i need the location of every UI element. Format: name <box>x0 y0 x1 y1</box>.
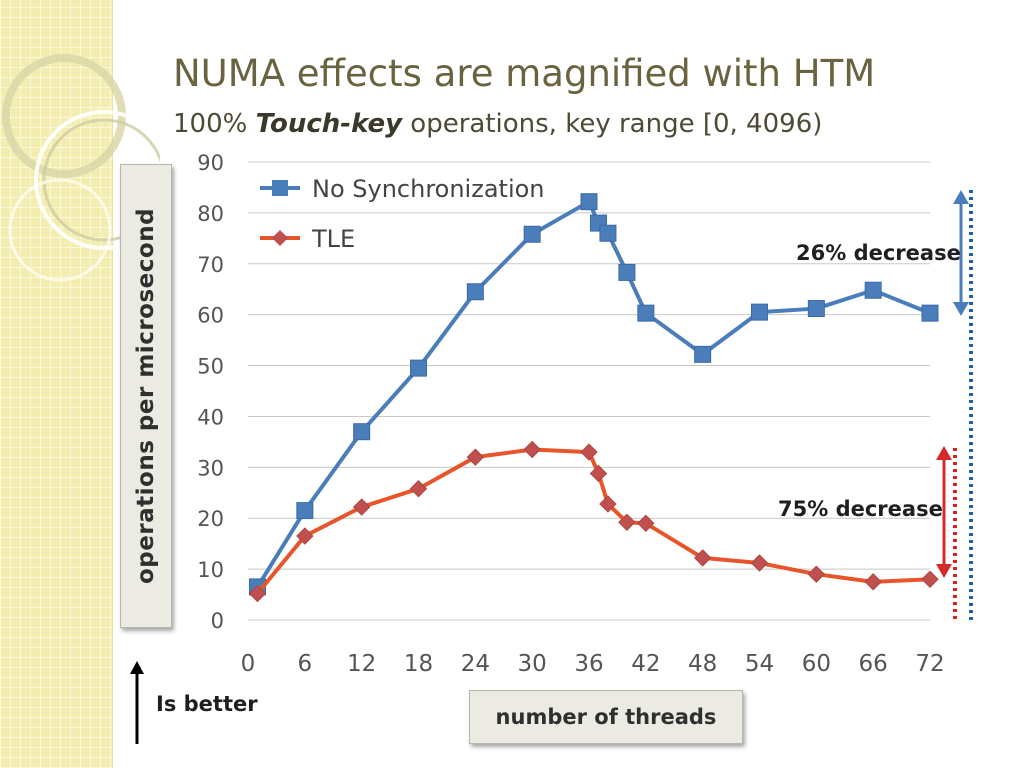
legend-label-2: TLE <box>311 225 355 253</box>
x-tick-label: 54 <box>745 651 774 677</box>
x-tick-label: 66 <box>859 651 888 677</box>
x-tick-label: 72 <box>915 651 944 677</box>
data-point-diamond <box>599 495 617 513</box>
data-point-square <box>807 300 825 318</box>
data-point-square <box>466 283 484 301</box>
data-point-diamond <box>864 573 882 591</box>
data-point-diamond <box>637 514 655 533</box>
y-tick-label: 70 <box>197 253 224 277</box>
y-axis-label-box: operations per microsecond <box>120 164 172 628</box>
data-point-square <box>410 359 427 377</box>
legend-marker-square <box>272 180 288 196</box>
data-point-diamond <box>523 440 541 459</box>
data-point-square <box>599 224 617 242</box>
arrow-75-decrease-head-bottom <box>936 564 952 578</box>
up-arrow-icon <box>130 661 144 744</box>
subtitle-bold-term: Touch-key <box>255 109 403 139</box>
x-axis-label-box: number of threads <box>469 690 743 744</box>
y-axis-label: operations per microsecond <box>133 207 159 585</box>
data-point-square <box>523 225 541 243</box>
y-tick-label: 60 <box>197 304 224 328</box>
x-tick-label: 0 <box>241 651 256 677</box>
x-tick-label: 18 <box>404 651 433 677</box>
annotation-75-decrease: 75% decrease <box>778 497 943 521</box>
arrow-75-decrease-head-top <box>936 446 952 460</box>
subtitle-prefix: 100% <box>173 109 256 139</box>
y-tick-label: 0 <box>211 609 224 633</box>
x-tick-label: 42 <box>631 651 660 677</box>
decorative-rings <box>2 54 160 282</box>
data-point-diamond <box>580 443 598 461</box>
data-point-diamond <box>693 549 712 567</box>
data-point-diamond <box>409 479 428 498</box>
legend-label-1: No Synchronization <box>312 175 545 203</box>
x-tick-label: 24 <box>461 651 490 677</box>
x-axis-label: number of threads <box>495 705 717 729</box>
slide-subtitle: 100% Touch-key operations, key range [0,… <box>173 109 822 139</box>
data-point-square <box>921 304 939 322</box>
data-point-diamond <box>352 498 371 516</box>
y-tick-label: 40 <box>197 405 224 429</box>
y-tick-label: 50 <box>197 355 224 379</box>
x-tick-label: 6 <box>298 651 313 677</box>
data-point-square <box>580 193 598 211</box>
data-point-diamond <box>807 565 826 583</box>
y-tick-label: 30 <box>197 456 224 480</box>
data-point-square <box>637 304 655 322</box>
data-point-square <box>353 423 371 441</box>
decorative-side-strip <box>0 0 113 768</box>
y-tick-label: 90 <box>197 151 224 175</box>
data-point-square <box>296 502 314 520</box>
x-tick-label: 12 <box>347 651 376 677</box>
x-tick-label: 30 <box>518 651 547 677</box>
legend-marker-diamond <box>272 230 288 246</box>
data-point-diamond <box>589 464 608 483</box>
arrow-26-decrease-head-bottom <box>953 302 969 316</box>
data-point-diamond <box>466 448 485 466</box>
data-point-diamond <box>248 584 267 603</box>
series-line-2 <box>255 447 931 595</box>
data-point-square <box>618 263 636 281</box>
y-tick-label: 80 <box>197 202 224 226</box>
y-tick-label: 20 <box>197 507 224 531</box>
annotation-26-decrease: 26% decrease <box>796 241 961 265</box>
x-tick-label: 60 <box>802 651 831 677</box>
data-point-square <box>751 303 768 321</box>
arrow-26-decrease-head-top <box>953 190 969 204</box>
data-point-diamond <box>296 527 314 545</box>
x-tick-label: 48 <box>688 651 717 677</box>
data-point-square <box>864 281 882 299</box>
y-tick-label: 10 <box>197 558 224 582</box>
x-tick-label: 36 <box>574 651 603 677</box>
data-point-diamond <box>750 554 769 572</box>
slide-title: NUMA effects are magnified with HTM <box>173 52 876 95</box>
data-point-diamond <box>921 570 939 588</box>
data-point-square <box>694 345 712 363</box>
subtitle-suffix: operations, key range [0, 4096) <box>402 109 823 139</box>
is-better-label: Is better <box>156 692 258 716</box>
data-point-diamond <box>618 513 636 532</box>
